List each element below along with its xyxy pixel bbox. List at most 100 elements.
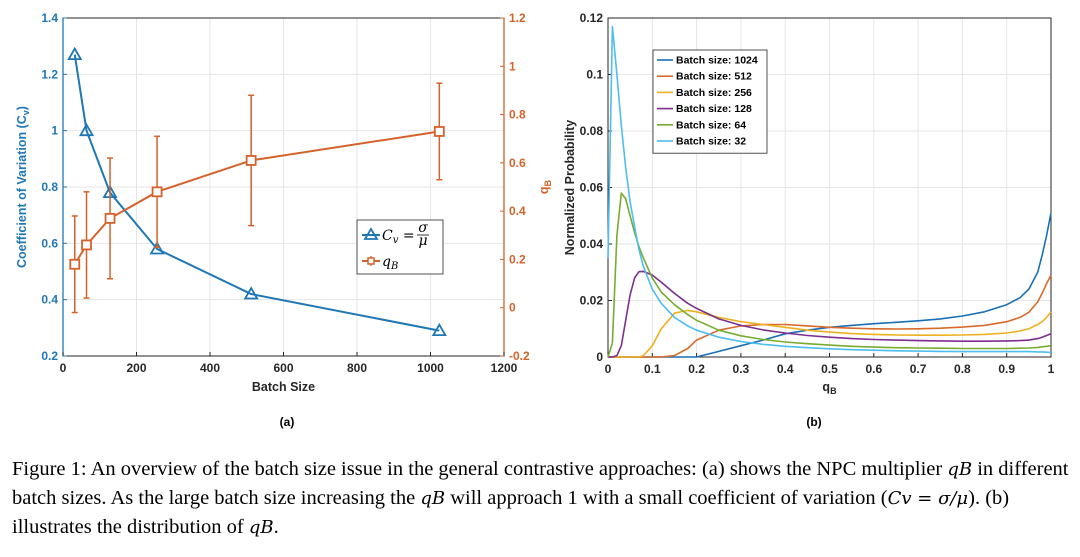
x-tick-label: 0.5 — [821, 362, 838, 376]
legend-a-cv-equals: = — [398, 228, 414, 244]
x-tick-label: 0 — [605, 362, 612, 376]
panel-a-label: (a) — [280, 415, 295, 429]
y-tick-label: 1 — [51, 124, 58, 138]
x-tick-label: 0.6 — [865, 362, 882, 376]
marker-qb — [104, 212, 116, 224]
marker-qb — [69, 258, 81, 270]
y-tick-label: 1.2 — [41, 67, 58, 81]
legend-a-swatch-qb-marker — [367, 257, 375, 265]
series-line-128 — [608, 270, 1052, 358]
marker-cv — [431, 322, 447, 337]
marker-cv — [149, 241, 165, 255]
legend-a-cv-sigma: σ — [418, 220, 428, 236]
y-tick-label: 0.06 — [580, 181, 604, 195]
x-tick-label: 0.2 — [688, 362, 705, 376]
y2-tick-label: 1 — [509, 59, 516, 73]
x-tick-label: 800 — [347, 361, 367, 375]
legend-b-label: Batch size: 128 — [676, 103, 752, 115]
caption-math-4: qB — [248, 517, 274, 538]
y2-tick-label: -0.2 — [509, 349, 530, 363]
x-tick-label: 600 — [273, 361, 293, 375]
legend-a-qb-symbol: q — [382, 254, 391, 270]
y-tick-label: 0.6 — [41, 236, 58, 250]
x-axis-label-text: q — [822, 380, 830, 394]
y-tick-label: 0.8 — [41, 180, 58, 194]
y-tick-label: 1.4 — [41, 11, 58, 25]
x-axis-label: qB — [822, 380, 837, 396]
legend-b-label: Batch size: 1024 — [676, 55, 758, 67]
x-tick-label: 0.3 — [733, 362, 750, 376]
panel-b-chart: 0 0.1 0.2 0.3 0.4 0.5 0.6 0.7 0.8 0.9 1 0 0.02 0.04 0.… — [563, 11, 1055, 396]
y-tick-label: 0.12 — [580, 11, 604, 25]
y2-axis-label: qB — [537, 179, 553, 194]
y2-tick-label: 0.2 — [509, 252, 526, 266]
caption-text-3: will approach 1 with a small coefficient… — [445, 487, 888, 509]
marker-qb — [151, 186, 163, 198]
y-tick-label: 0.08 — [580, 124, 604, 138]
y2-axis-label-text: q — [537, 186, 551, 194]
legend-b-label: Batch size: 256 — [676, 87, 752, 99]
marker-qb — [245, 155, 257, 166]
y-tick-label: 0.1 — [586, 68, 603, 82]
y2-axis-label-subscript: B — [543, 179, 553, 186]
y-tick-label: 0.04 — [580, 237, 604, 251]
y2-tick-label: 1.2 — [509, 11, 526, 25]
panel-b-label: (b) — [806, 415, 821, 429]
x-tick-label: 0.4 — [777, 362, 794, 376]
legend-a: Cv = σμ qB — [356, 219, 444, 275]
legend-b-label: Batch size: 64 — [676, 119, 746, 131]
x-tick-label: 1000 — [417, 361, 444, 375]
figure: 0 200 400 600 800 1000 12000.20.40.60.811.21.4… — [15, 11, 1055, 429]
legend-a-cv-symbol: C — [382, 228, 393, 244]
y-axis-label: Normalized Probability — [563, 120, 577, 255]
marker-cv — [67, 46, 83, 61]
series-line-64 — [607, 192, 1052, 358]
y-axis-label-text: Coefficient of Variation (C — [15, 115, 29, 268]
series-line-32 — [607, 25, 1052, 354]
panel-a-chart: 0 200 400 600 800 1000 1200 0.2 0.4 0.6 0.8 1 1.2 1.4… — [15, 11, 553, 394]
y-tick-label: 0.2 — [41, 349, 58, 363]
x-tick-label: 0.8 — [954, 362, 971, 376]
caption-text-4: ). (b) illustrates the distribution of — [12, 487, 1010, 538]
legend-a-cv-mu: μ — [418, 233, 427, 249]
y-tick-label: 0 — [596, 350, 603, 364]
series-line-256 — [608, 309, 1052, 358]
y-axis-label-subscript: v — [21, 110, 31, 115]
x-axis-label-subscript: B — [830, 386, 837, 396]
x-tick-label: 1200 — [491, 361, 518, 375]
y2-tick-label: 0 — [509, 301, 516, 315]
marker-cv — [78, 122, 95, 137]
y-axis-label: Coefficient of Variation (Cv) — [15, 106, 31, 268]
x-axis-label: Batch Size — [252, 380, 315, 394]
x-tick-label: 0.1 — [644, 362, 661, 376]
y2-tick-label: 0.4 — [509, 204, 526, 218]
caption-math-2: qB — [420, 488, 446, 509]
x-tick-label: 400 — [200, 361, 220, 375]
x-tick-label: 0 — [60, 361, 67, 375]
legend-a-swatch-cv-marker — [363, 227, 379, 240]
legend-a-label-cv: Cv = — [382, 228, 415, 246]
x-tick-label: 200 — [126, 361, 146, 375]
legend-b-box — [652, 49, 768, 154]
y2-tick-label: 0.8 — [509, 108, 526, 122]
legend-b-label: Batch size: 32 — [676, 136, 746, 148]
marker-cv — [243, 286, 259, 300]
y-axis-label-close: ) — [15, 106, 29, 110]
x-tick-label: 0.7 — [910, 362, 927, 376]
legend-a-label-qb: qB — [382, 254, 398, 272]
x-tick-label: 0.9 — [998, 362, 1015, 376]
caption-math-1: qB — [947, 459, 973, 480]
y-tick-label: 0.02 — [580, 294, 604, 308]
marker-qb — [433, 126, 445, 137]
caption-text-1: Figure 1: An overview of the batch size … — [12, 458, 948, 480]
legend-a-qb-subscript: B — [390, 261, 398, 272]
marker-qb — [81, 239, 92, 251]
x-tick-label: 1 — [1048, 362, 1055, 376]
series-line-cv — [73, 54, 440, 332]
y-tick-label: 0.4 — [41, 293, 58, 307]
legend-a-cv-subscript: v — [393, 235, 399, 246]
figure-caption: Figure 1: An overview of the batch size … — [12, 455, 1074, 542]
caption-text-5: . — [273, 516, 279, 538]
caption-text-2: in different batch sizes. As the large b… — [12, 458, 1069, 509]
legend-b-label: Batch size: 512 — [676, 71, 752, 83]
